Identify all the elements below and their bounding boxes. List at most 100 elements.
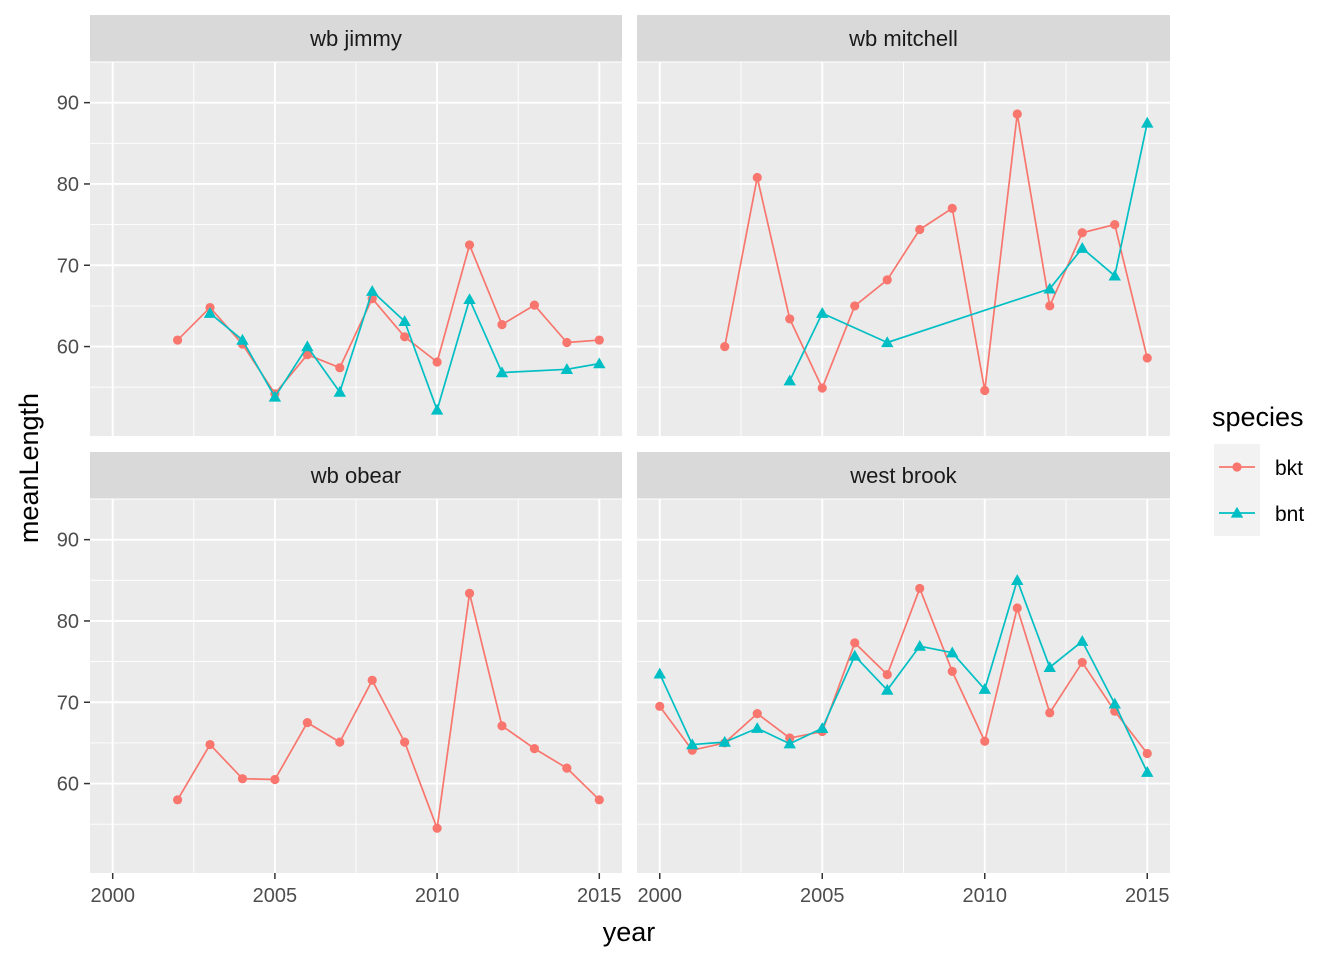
data-point-bkt	[562, 763, 572, 773]
facet-strip-label: wb mitchell	[848, 26, 958, 51]
facet-panel: wb jimmy 60 70 80 90	[57, 15, 622, 436]
data-point-bnt	[1076, 635, 1089, 646]
facet-strip	[90, 452, 622, 499]
data-point-bnt	[718, 735, 731, 747]
data-point-bkt	[432, 357, 442, 367]
data-point-bnt	[1043, 661, 1056, 672]
data-point-bkt	[172, 335, 183, 345]
data-point-bkt	[594, 795, 604, 805]
x-tick-label: 2015	[577, 885, 622, 907]
data-point-bkt	[464, 240, 475, 250]
data-point-bkt	[817, 383, 827, 393]
y-tick-label: 90	[57, 93, 79, 115]
data-point-bkt	[947, 203, 957, 213]
data-point-bkt	[1045, 708, 1055, 718]
facet-strip	[90, 15, 622, 62]
series-line-bnt	[209, 290, 600, 411]
data-point-bkt	[302, 717, 312, 728]
data-point-bnt	[1108, 269, 1121, 281]
data-point-bnt	[816, 722, 829, 733]
legend-title: species	[1212, 402, 1304, 432]
y-axis-title: meanLength	[14, 393, 44, 543]
data-point-bkt	[205, 739, 215, 750]
series-line-bkt	[723, 113, 1149, 392]
data-point-bkt	[752, 709, 762, 719]
x-tick-label: 2010	[415, 885, 460, 907]
data-point-bnt	[333, 385, 346, 397]
legend: species bkt bnt	[1212, 402, 1304, 536]
data-point-bkt	[237, 774, 248, 784]
data-point-bkt	[367, 675, 377, 685]
data-point-bnt	[268, 390, 282, 402]
data-point-bkt	[850, 638, 860, 648]
data-point-bkt	[270, 774, 280, 785]
legend-key-marker	[1232, 462, 1242, 472]
data-point-bkt	[497, 320, 507, 330]
data-point-bkt	[1045, 301, 1055, 311]
x-tick-label: 2005	[800, 885, 845, 907]
y-tick-label: 70	[57, 255, 79, 277]
data-point-bkt	[915, 224, 925, 235]
legend-key-marker	[1230, 506, 1244, 518]
x-tick-label: 2010	[963, 885, 1008, 907]
legend-label: bnt	[1275, 503, 1304, 526]
facet-panel: wb obear 60 70 80 90 2000 2005 2010 2015	[57, 452, 622, 907]
facet-panel: west brook 2000 2005 2010 2015	[637, 452, 1170, 907]
x-tick-label: 2005	[253, 885, 298, 907]
data-point-bkt	[1012, 603, 1022, 613]
data-point-bnt	[236, 333, 249, 345]
facet-strip	[637, 15, 1170, 62]
data-point-bkt	[172, 795, 183, 805]
data-point-bkt	[752, 172, 762, 183]
data-point-bnt	[301, 340, 314, 352]
data-point-bkt	[1077, 657, 1087, 668]
data-point-bkt	[850, 301, 860, 311]
data-point-bnt	[203, 307, 217, 318]
data-point-bnt	[881, 336, 894, 348]
data-point-bnt	[560, 363, 574, 374]
data-point-bnt	[1141, 116, 1154, 128]
data-point-bnt	[398, 315, 411, 327]
facet-strip-label: wb jimmy	[309, 26, 402, 51]
data-point-bkt	[882, 275, 892, 285]
data-point-bkt	[720, 341, 730, 352]
data-point-bnt	[978, 683, 991, 694]
data-point-bnt	[430, 403, 444, 415]
data-point-bnt	[816, 307, 829, 318]
data-point-bkt	[980, 385, 990, 396]
data-point-bkt	[655, 701, 665, 711]
data-point-bnt	[913, 639, 926, 651]
data-point-bkt	[302, 350, 312, 360]
y-tick-label: 90	[57, 530, 79, 552]
facet-strip-label: wb obear	[310, 463, 402, 488]
data-point-bkt	[947, 666, 957, 676]
data-point-bnt	[881, 683, 894, 695]
series-line-bnt	[658, 579, 1149, 773]
data-point-bnt	[1108, 697, 1121, 709]
facet-strip-label: west brook	[849, 463, 957, 488]
data-point-bnt	[653, 667, 666, 679]
series-line-bkt	[659, 587, 1148, 755]
data-point-bnt	[495, 366, 509, 378]
legend-label: bkt	[1275, 457, 1303, 480]
data-point-bkt	[882, 670, 892, 680]
y-tick-label: 80	[57, 174, 79, 196]
data-point-bnt	[1011, 574, 1024, 585]
data-point-bkt	[497, 721, 507, 731]
y-tick-label: 60	[57, 337, 79, 359]
data-point-bkt	[335, 363, 345, 373]
data-point-bnt	[751, 722, 764, 733]
data-point-bnt	[686, 738, 699, 750]
series-line-bkt	[176, 592, 600, 830]
data-point-bkt	[1110, 220, 1120, 230]
data-point-bnt	[463, 293, 476, 305]
data-point-bkt	[400, 332, 410, 342]
x-axis-title: year	[603, 917, 656, 947]
data-point-bkt	[1077, 228, 1087, 238]
data-point-bkt	[335, 737, 345, 747]
data-point-bnt	[783, 737, 796, 749]
data-point-bkt	[1142, 748, 1152, 759]
data-point-bnt	[593, 357, 606, 369]
data-point-bnt	[1043, 282, 1056, 294]
